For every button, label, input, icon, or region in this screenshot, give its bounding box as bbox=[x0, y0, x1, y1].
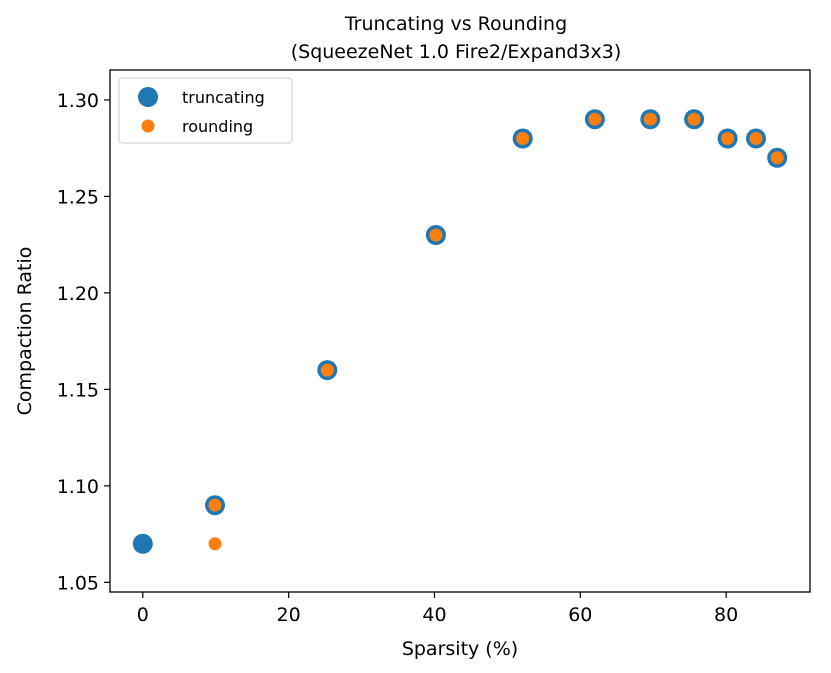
y-tick-label: 1.25 bbox=[57, 186, 99, 208]
x-tick-label: 60 bbox=[568, 604, 592, 626]
legend-marker-truncating bbox=[138, 87, 158, 107]
y-tick-label: 1.05 bbox=[57, 572, 99, 594]
y-axis-label: Compaction Ratio bbox=[14, 247, 36, 416]
point-rounding bbox=[208, 537, 222, 551]
x-tick-label: 80 bbox=[714, 604, 738, 626]
axis-ticks: 0 20 40 60 80 1.05 1.10 1.15 1.20 1.25 1.30 bbox=[57, 90, 739, 626]
point-rounding bbox=[643, 112, 657, 126]
point-rounding bbox=[588, 112, 602, 126]
y-tick-label: 1.15 bbox=[57, 379, 99, 401]
point-rounding bbox=[429, 228, 443, 242]
point-rounding bbox=[749, 132, 763, 145]
y-tick-label: 1.20 bbox=[57, 283, 99, 305]
point-rounding bbox=[516, 132, 530, 145]
point-rounding bbox=[687, 112, 701, 126]
legend-label-rounding: rounding bbox=[182, 117, 253, 136]
point-rounding bbox=[320, 363, 334, 377]
legend-marker-rounding bbox=[141, 119, 155, 133]
legend: truncating rounding bbox=[118, 77, 293, 144]
y-tick-label: 1.10 bbox=[57, 476, 99, 498]
point-rounding bbox=[208, 498, 222, 512]
point-rounding bbox=[770, 151, 784, 165]
x-tick-label: 40 bbox=[422, 604, 446, 626]
chart-subtitle: (SqueezeNet 1.0 Fire2/Expand3x3) bbox=[291, 41, 622, 63]
legend-box bbox=[118, 77, 293, 144]
chart-title: Truncating vs Rounding bbox=[344, 13, 567, 35]
legend-label-truncating: truncating bbox=[182, 88, 265, 107]
plot-frame bbox=[109, 69, 811, 593]
plot-markers bbox=[132, 109, 788, 554]
point-truncating bbox=[132, 533, 153, 554]
x-axis-label: Sparsity (%) bbox=[402, 638, 518, 660]
y-tick-label: 1.30 bbox=[57, 90, 99, 112]
point-rounding bbox=[721, 132, 735, 145]
x-tick-label: 20 bbox=[277, 604, 301, 626]
x-tick-label: 0 bbox=[137, 604, 149, 626]
